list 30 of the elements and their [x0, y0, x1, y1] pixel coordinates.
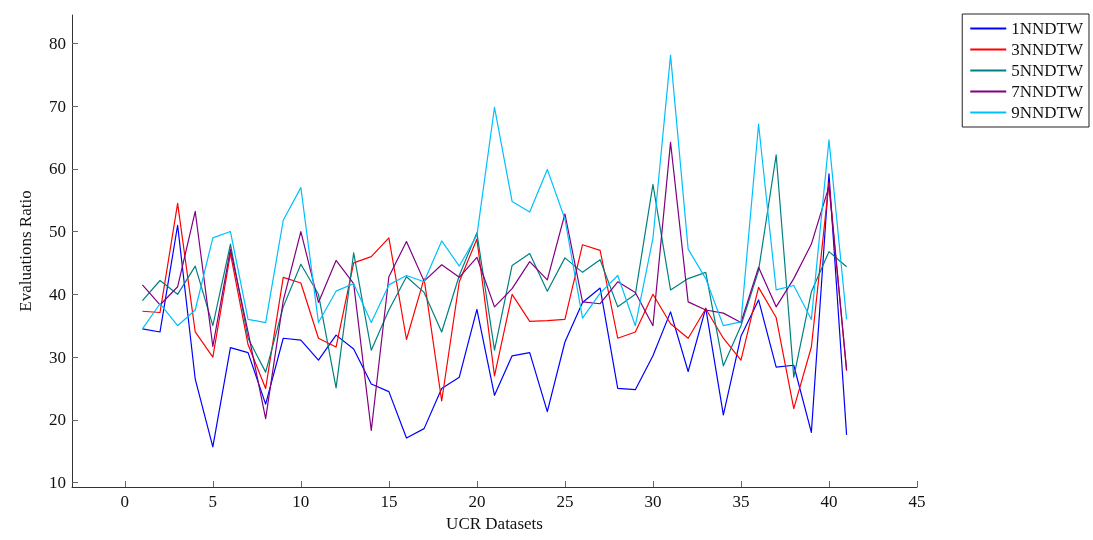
- y-tick-label: 70: [49, 96, 66, 116]
- x-tick-label: 0: [120, 492, 130, 511]
- x-tick-label: 45: [908, 492, 926, 511]
- y-tick-label: 80: [49, 33, 66, 53]
- line-series: [141, 181, 848, 410]
- x-tick-label: 10: [292, 492, 310, 511]
- line-series: [141, 173, 848, 448]
- legend-label: 1NNDTW: [1011, 19, 1084, 38]
- line-series: [141, 54, 848, 330]
- x-tick-label: 35: [732, 492, 750, 511]
- y-tick-label: 10: [49, 473, 66, 493]
- y-tick-label: 50: [49, 222, 66, 242]
- x-tick-label: 25: [556, 492, 574, 511]
- legend-label: 9NNDTW: [1011, 103, 1084, 122]
- y-axis-title: Evaluations Ratio: [16, 190, 35, 312]
- x-tick-label: 5: [208, 492, 218, 511]
- x-tick-label: 15: [380, 492, 398, 511]
- line-series: [141, 141, 848, 432]
- line-series: [141, 154, 848, 389]
- legend-label: 7NNDTW: [1011, 82, 1084, 101]
- legend-label: 5NNDTW: [1011, 61, 1084, 80]
- y-tick-label: 30: [49, 347, 66, 367]
- x-tick-label: 40: [820, 492, 838, 511]
- legend-label: 3NNDTW: [1011, 40, 1084, 59]
- x-axis-title: UCR Datasets: [446, 514, 543, 533]
- y-tick-label: 40: [49, 284, 66, 304]
- x-tick-label: 20: [468, 492, 486, 511]
- y-tick-label: 60: [49, 159, 66, 179]
- x-tick-label: 30: [644, 492, 662, 511]
- y-tick-label: 20: [49, 410, 66, 430]
